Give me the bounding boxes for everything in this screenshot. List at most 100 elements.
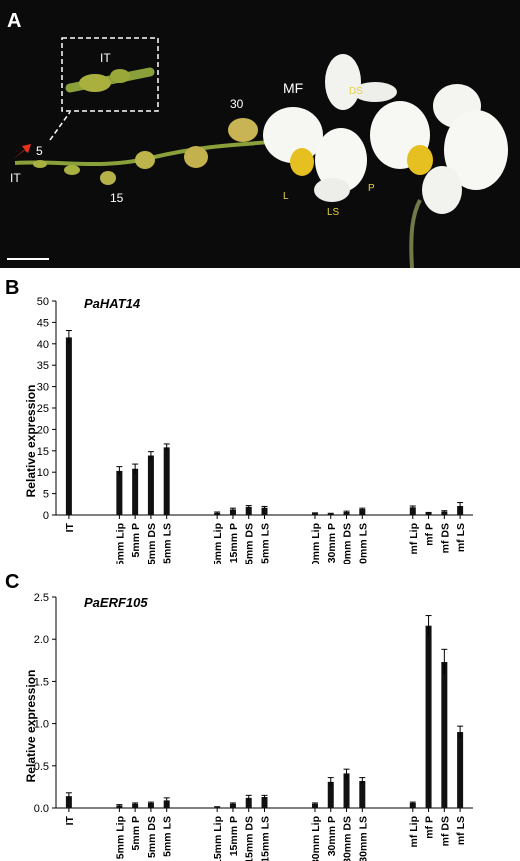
bud-15mm-a (135, 151, 155, 169)
chart-b-bars (65, 330, 464, 515)
x-tick-label: 5mm LS (162, 523, 174, 564)
flower-stem (409, 199, 422, 268)
bud-15mm-b (184, 146, 208, 168)
x-tick-label: mf DS (439, 523, 451, 553)
x-tick-label: IT (64, 815, 76, 825)
bar (163, 447, 170, 515)
x-tick-label: 30mm LS (357, 816, 369, 861)
bar (147, 455, 154, 515)
label-l: L (283, 191, 289, 202)
bar (65, 337, 72, 515)
y-tick-label: 10 (37, 467, 49, 479)
panel-b-letter: B (5, 277, 19, 299)
chart-c-axes: 0.0 0.5 1.0 1.5 2.0 2.5 IT 5mm Lip 5mm P 5mm DS 5m… (34, 592, 473, 861)
x-tick-label: 30mm Lip (310, 523, 322, 564)
x-tick-label: 30mm DS (342, 816, 354, 861)
bar (147, 802, 154, 808)
chart-c: C PaERF105 Relative expression 0.0 0.5 1.0… (5, 571, 473, 861)
x-tick-label: mf LS (455, 523, 467, 552)
chart-b-title: PaHAT14 (84, 296, 141, 311)
bar (132, 468, 139, 515)
y-tick-label: 15 (37, 446, 49, 458)
label-mf: MF (283, 80, 303, 96)
bar (441, 511, 448, 515)
y-tick-label: 0.5 (34, 761, 49, 773)
bar (65, 796, 72, 808)
x-tick-label: 30mm P (326, 523, 338, 563)
bar (327, 781, 334, 808)
bar (311, 803, 318, 808)
y-tick-label: 2.0 (34, 634, 49, 646)
bar (229, 509, 236, 515)
bar (261, 507, 268, 515)
y-tick-label: 1.0 (34, 719, 49, 731)
bar (409, 507, 416, 515)
inset-bud-1 (79, 74, 111, 92)
bar (245, 506, 252, 515)
inset-label: IT (100, 51, 111, 65)
x-tick-label: 30mm DS (342, 523, 354, 564)
label-5: 5 (36, 144, 43, 158)
chart-c-ylabel: Relative expression (24, 670, 38, 783)
label-15: 15 (110, 191, 124, 205)
x-tick-label: IT (64, 522, 76, 532)
x-tick-label: mf P (424, 816, 436, 839)
x-tick-label: mf DS (439, 816, 451, 846)
orchid-photo-panel: A IT IT 5 15 30 MF DS L LS P (0, 0, 520, 268)
x-tick-label: 15mm DS (244, 816, 256, 861)
bud-5mm (100, 171, 116, 185)
bar (343, 773, 350, 808)
y-tick-label: 45 (37, 317, 49, 329)
x-tick-label: 5mm LS (162, 816, 174, 857)
x-tick-label: 15mm Lip (212, 816, 224, 861)
y-tick-label: 2.5 (34, 592, 49, 604)
inset-pointer (49, 111, 71, 141)
bar (214, 512, 221, 515)
bar (359, 780, 366, 808)
x-tick-label: 5mm DS (146, 523, 158, 564)
arrow-icon (12, 144, 31, 160)
bud-tiny (33, 160, 47, 168)
x-tick-label: 5mm DS (146, 816, 158, 858)
inset-bud-2 (110, 69, 130, 83)
x-tick-label: 5mm Lip (114, 523, 126, 564)
x-tick-label: 5mm P (130, 523, 142, 557)
label-ls: LS (327, 207, 340, 218)
label-ds: DS (349, 86, 363, 97)
bud-30mm (228, 118, 258, 142)
bud-small (64, 165, 80, 175)
x-tick-label: mf Lip (408, 816, 420, 848)
bar (261, 797, 268, 808)
bar (457, 506, 464, 515)
bar (343, 512, 350, 515)
bar (311, 513, 318, 515)
bar (457, 732, 464, 808)
label-p: P (368, 183, 375, 194)
x-tick-label: 30mm P (326, 816, 338, 856)
flower-left (263, 54, 367, 202)
x-tick-label: 15mm DS (244, 523, 256, 564)
bar (425, 512, 432, 515)
x-tick-label: mf P (424, 523, 436, 546)
chart-b-axes: 0 5 10 15 20 25 30 35 40 45 50 IT 5mm Lip 5mm P 5mm DS… (37, 296, 473, 564)
y-tick-label: 0 (43, 510, 49, 522)
panel-c-letter: C (5, 571, 19, 593)
bar (116, 805, 123, 808)
y-tick-label: 30 (37, 382, 49, 394)
y-tick-label: 0.0 (34, 803, 49, 815)
y-tick-label: 50 (37, 296, 49, 308)
y-tick-label: 5 (43, 489, 49, 501)
bar (132, 803, 139, 808)
y-tick-label: 1.5 (34, 676, 49, 688)
y-tick-label: 35 (37, 360, 49, 372)
chart-c-bars (65, 615, 464, 808)
x-tick-label: 15mm LS (260, 816, 272, 861)
bar (409, 802, 416, 808)
y-tick-label: 40 (37, 339, 49, 351)
y-tick-label: 20 (37, 424, 49, 436)
bar (425, 625, 432, 808)
bar (441, 661, 448, 808)
y-tick-label: 25 (37, 403, 49, 415)
chart-b-ylabel: Relative expression (24, 385, 38, 498)
x-tick-label: 15mm LS (260, 523, 272, 564)
